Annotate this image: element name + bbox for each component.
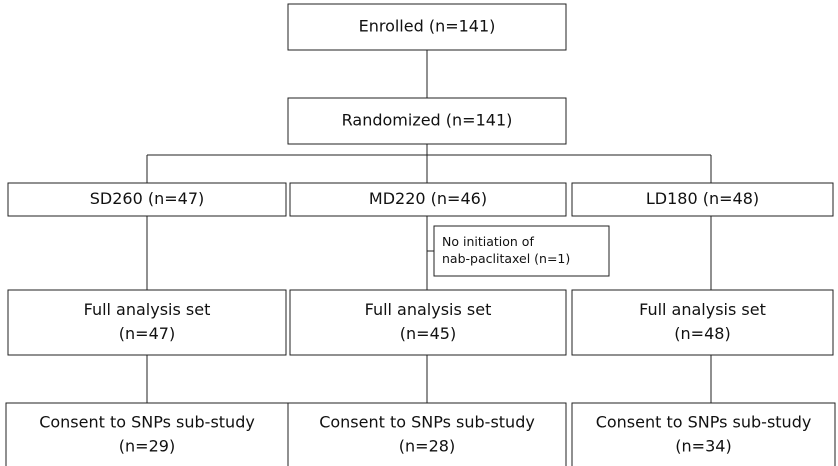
node-label: Consent to SNPs sub-study: [39, 413, 255, 432]
node-label: Enrolled (n=141): [359, 17, 496, 36]
node-label: SD260 (n=47): [90, 189, 205, 208]
node-label: Randomized (n=141): [342, 111, 513, 130]
node-label: (n=29): [119, 437, 175, 456]
node-box: [289, 182, 567, 217]
node-box: [433, 225, 610, 277]
node-label: LD180 (n=48): [646, 189, 759, 208]
node-box: [7, 289, 287, 356]
node-label: nab-paclitaxel (n=1): [442, 251, 570, 266]
node-label: Consent to SNPs sub-study: [319, 413, 535, 432]
node-box: [287, 97, 567, 145]
connectors: [146, 50, 712, 403]
node-label: Full analysis set: [365, 300, 492, 319]
node-label: (n=34): [675, 437, 731, 456]
node-box: [571, 182, 834, 217]
node-label: (n=47): [119, 324, 175, 343]
node-label: Consent to SNPs sub-study: [596, 413, 812, 432]
node-box: [7, 182, 287, 217]
node-box: [287, 3, 567, 51]
node-label: (n=28): [399, 437, 455, 456]
node-box: [289, 289, 567, 356]
node-label: (n=48): [674, 324, 730, 343]
node-label: MD220 (n=46): [369, 189, 487, 208]
node-label: Full analysis set: [84, 300, 211, 319]
node-box: [571, 402, 836, 466]
node-label: No initiation of: [442, 234, 534, 249]
node-label: (n=45): [400, 324, 456, 343]
node-box: [571, 289, 834, 356]
node-label: Full analysis set: [639, 300, 766, 319]
node-box: [287, 402, 567, 466]
